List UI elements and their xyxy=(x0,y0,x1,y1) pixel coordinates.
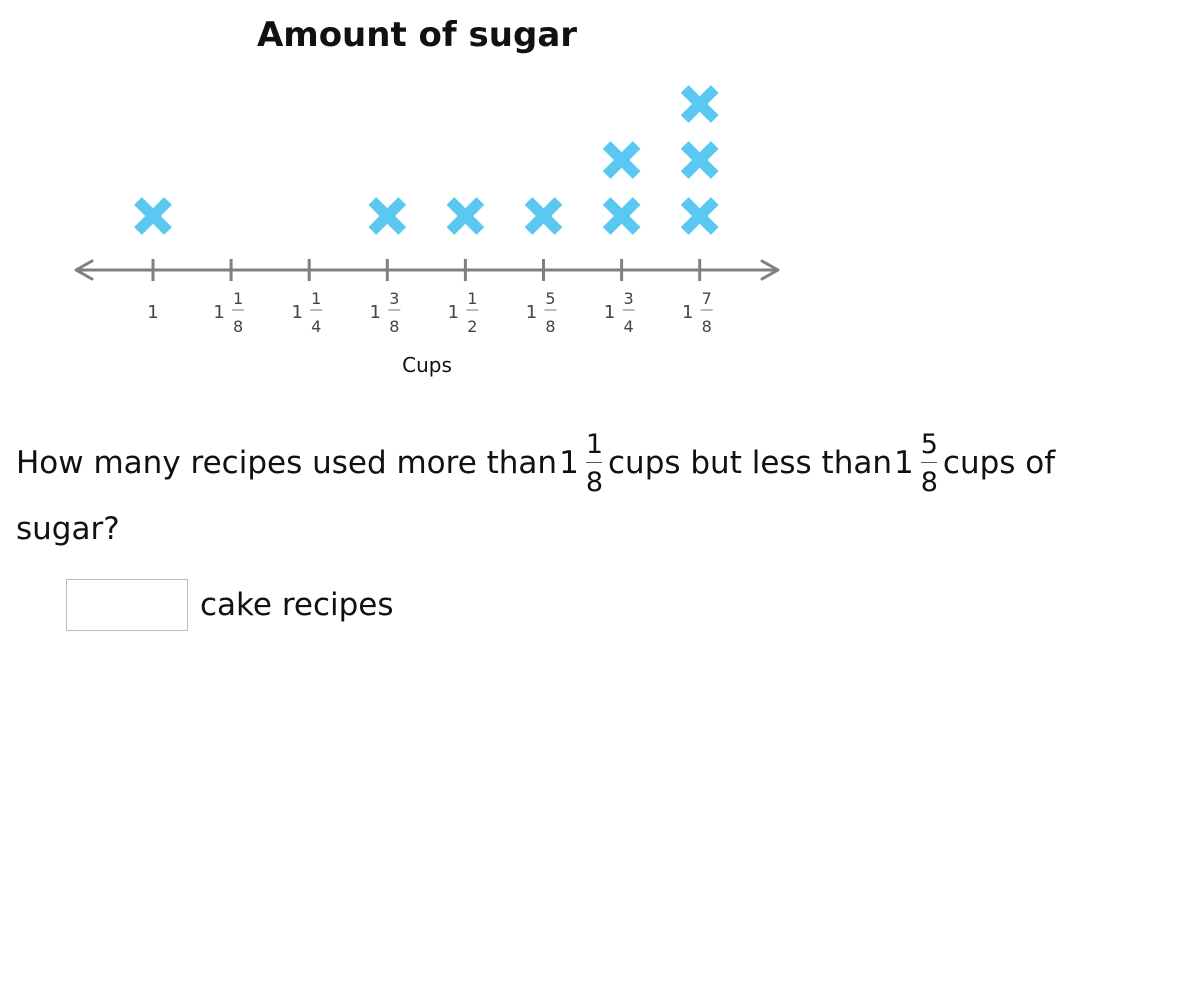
question-fraction-2: 1 5 8 xyxy=(894,431,941,496)
fraction: 1 8 xyxy=(583,431,606,496)
number-line xyxy=(74,259,780,281)
tick-label-numerator: 1 xyxy=(467,289,477,308)
chart-title: Amount of sugar xyxy=(257,15,577,55)
tick-label-denominator: 2 xyxy=(467,317,477,336)
tick-label: 118 xyxy=(213,289,245,336)
tick-label: 112 xyxy=(448,289,479,336)
question-fraction-1: 1 1 8 xyxy=(559,431,606,496)
tick-label: 13 8 xyxy=(370,289,401,336)
tick-label-numerator: 1 xyxy=(311,289,321,308)
data-mark-x xyxy=(602,197,641,235)
tick-label-whole: 1 xyxy=(526,302,537,323)
data-mark-x xyxy=(680,141,719,179)
tick-label-denominator: 4 xyxy=(624,317,634,336)
tick-label-denominator: 8 xyxy=(389,317,399,336)
fraction-whole: 1 xyxy=(559,444,579,481)
tick-label-whole: 1 xyxy=(370,302,381,323)
x-axis-label: Cups xyxy=(402,353,452,377)
tick-label: 15 8 xyxy=(526,289,557,336)
axis-arrow-right xyxy=(760,259,780,281)
tick-label-whole: 1 xyxy=(448,302,459,323)
data-mark-x xyxy=(446,197,485,235)
data-mark-x xyxy=(134,197,172,235)
answer-row: cake recipes xyxy=(66,579,394,631)
tick-label-whole: 1 xyxy=(682,302,693,323)
tick-label-denominator: 8 xyxy=(702,317,712,336)
fraction-whole: 1 xyxy=(894,444,914,481)
tick-label-whole: 1 xyxy=(147,302,158,323)
tick-label: 17 8 xyxy=(682,289,713,336)
tick-label-whole: 1 xyxy=(213,302,224,323)
tick-label-whole: 1 xyxy=(291,302,302,323)
tick-label: 114 xyxy=(291,289,323,336)
data-mark-x xyxy=(368,197,407,235)
axis-arrow-left xyxy=(74,259,94,281)
tick-label-whole: 1 xyxy=(604,302,615,323)
question-line-1: How many recipes used more than 1 1 8 cu… xyxy=(16,426,1055,500)
tick-marks xyxy=(151,259,702,281)
fraction-bar xyxy=(921,461,938,463)
tick-label: 1 xyxy=(147,302,158,323)
question-text-part2: cups but less than xyxy=(608,444,892,481)
question-text-part1: How many recipes used more than xyxy=(16,444,558,481)
tick-label-numerator: 1 xyxy=(233,289,243,308)
answer-unit-label: cake recipes xyxy=(200,587,394,623)
tick-label-numerator: 3 xyxy=(389,289,399,308)
fraction-numerator: 1 xyxy=(585,428,603,460)
question-text-part3: cups of xyxy=(942,444,1056,481)
data-marks xyxy=(134,85,719,235)
fraction-numerator: 5 xyxy=(920,428,938,460)
answer-input[interactable] xyxy=(66,579,188,631)
question-line-2: sugar? xyxy=(16,511,120,547)
data-mark-x xyxy=(524,197,563,235)
fraction-denominator: 8 xyxy=(585,466,603,498)
tick-label-denominator: 8 xyxy=(233,317,243,336)
data-mark-x xyxy=(680,85,719,123)
tick-label-numerator: 3 xyxy=(624,289,634,308)
tick-label-numerator: 7 xyxy=(702,289,712,308)
tick-label-denominator: 4 xyxy=(311,317,321,336)
tick-label-denominator: 8 xyxy=(545,317,555,336)
tick-label-numerator: 5 xyxy=(545,289,555,308)
fraction: 5 8 xyxy=(918,431,941,496)
fraction-denominator: 8 xyxy=(920,466,938,498)
data-mark-x xyxy=(680,197,719,235)
data-mark-x xyxy=(602,141,641,179)
fraction-bar xyxy=(586,461,603,463)
tick-label: 13 4 xyxy=(604,289,635,336)
